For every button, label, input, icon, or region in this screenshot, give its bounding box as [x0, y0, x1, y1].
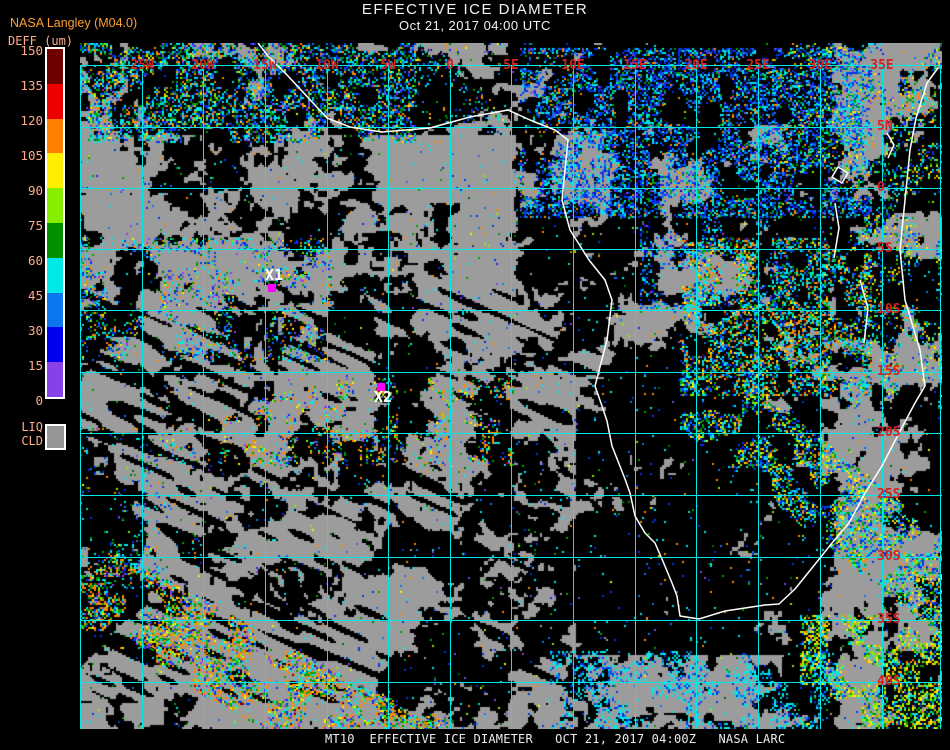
meridian-label: 15E — [623, 58, 647, 73]
marker-x2-label: X2 — [374, 388, 393, 406]
meridian-label: 0 — [446, 58, 454, 73]
meridian-line — [265, 65, 266, 729]
parallel-label: 40S — [877, 674, 901, 689]
scale-color-cell — [47, 153, 63, 189]
parallel-line — [80, 249, 942, 250]
meridian-line — [820, 65, 821, 729]
meridian-label: 30E — [808, 58, 832, 73]
meridian-label: 25W — [130, 58, 154, 73]
scale-tick-label: 75 — [27, 218, 43, 233]
scale-tick-label: 30 — [27, 323, 43, 338]
meridian-label: 5E — [503, 58, 519, 73]
parallel-line — [80, 495, 942, 496]
parallel-label: 20S — [877, 425, 901, 440]
timestamp: Oct 21, 2017 04:00 UTC — [399, 18, 551, 33]
scale-color-cell — [47, 83, 63, 119]
parallel-line — [80, 310, 942, 311]
lakes-path — [831, 132, 895, 344]
meridian-line — [573, 65, 574, 729]
parallel-line — [80, 65, 942, 66]
parallel-line — [80, 620, 942, 621]
meridian-label: 25E — [746, 58, 770, 73]
scale-tick-label: 0 — [35, 393, 43, 408]
liquid-cloud-swatch — [45, 424, 66, 450]
liq-cld-label: LIQ CLD — [5, 420, 43, 448]
scale-color-cell — [47, 327, 63, 363]
meridian-line — [80, 65, 81, 729]
meridian-line — [203, 65, 204, 729]
scale-color-cell — [47, 118, 63, 154]
page-title: EFFECTIVE ICE DIAMETER — [361, 1, 589, 18]
parallel-label: 25S — [877, 487, 901, 502]
meridian-label: 20E — [684, 58, 708, 73]
parallel-line — [80, 127, 942, 128]
liq-cld-label-line2: CLD — [21, 433, 43, 448]
coastline-path — [257, 43, 939, 620]
parallel-label: 15S — [877, 364, 901, 379]
scale-tick-label: 15 — [27, 358, 43, 373]
meridian-label: 5W — [380, 58, 396, 73]
parallel-label: 5S — [877, 241, 893, 256]
scale-color-cell — [47, 257, 63, 293]
meridian-line — [511, 65, 512, 729]
parallel-line — [80, 433, 942, 434]
meridian-line — [388, 65, 389, 729]
meridian-label: 10W — [315, 58, 339, 73]
parallel-line — [80, 682, 942, 683]
scale-tick-label: 120 — [20, 113, 43, 128]
scale-color-cell — [47, 49, 63, 84]
parallel-label: 30S — [877, 549, 901, 564]
status-text: MT10 EFFECTIVE ICE DIAMETER OCT 21, 2017… — [325, 732, 786, 746]
scale-color-cell — [47, 292, 63, 328]
parallel-label: 35S — [877, 612, 901, 627]
meridian-line — [940, 65, 941, 729]
parallel-label: 5N — [877, 119, 893, 134]
liq-cld-label-line1: LIQ — [21, 420, 43, 434]
scale-tick-label: 60 — [27, 253, 43, 268]
marker-x1-label: X1 — [265, 266, 284, 284]
color-scale-bar — [45, 47, 65, 399]
parallel-label: 0 — [877, 180, 885, 195]
scale-tick-label: 45 — [27, 288, 43, 303]
meridian-label: 20W — [191, 58, 215, 73]
meridian-line — [327, 65, 328, 729]
meridian-line — [696, 65, 697, 729]
scale-color-cell — [47, 222, 63, 258]
meridian-label: 10E — [561, 58, 585, 73]
parallel-line — [80, 188, 942, 189]
scale-color-cell — [47, 188, 63, 223]
parallel-line — [80, 557, 942, 558]
marker-x1-square — [268, 284, 276, 292]
parallel-label: 10S — [877, 302, 901, 317]
marker-x2-square — [377, 383, 385, 391]
meridian-label: 15W — [253, 58, 277, 73]
meridian-label: 35E — [870, 58, 894, 73]
scale-title: DEFF (um) — [8, 34, 74, 48]
satellite-map: 25W 20W 15W 10W 5W 0 5E 10E 15E 20E 25E 30E 35E 5N 0 5S… — [80, 43, 942, 729]
scale-tick-label: 90 — [27, 183, 43, 198]
credit-label: NASA Langley (M04.0) — [10, 16, 138, 30]
meridian-line — [142, 65, 143, 729]
scale-tick-label: 105 — [20, 148, 43, 163]
coastline-overlay — [257, 43, 939, 620]
meridian-line — [635, 65, 636, 729]
scale-tick-label: 135 — [20, 78, 43, 93]
meridian-line — [882, 65, 883, 729]
parallel-line — [80, 372, 942, 373]
status-bar: MT10 EFFECTIVE ICE DIAMETER OCT 21, 2017… — [0, 729, 950, 750]
scale-color-cell — [47, 362, 63, 397]
meridian-line — [758, 65, 759, 729]
scale-tick-label: 150 — [20, 43, 43, 58]
meridian-line — [450, 65, 451, 729]
